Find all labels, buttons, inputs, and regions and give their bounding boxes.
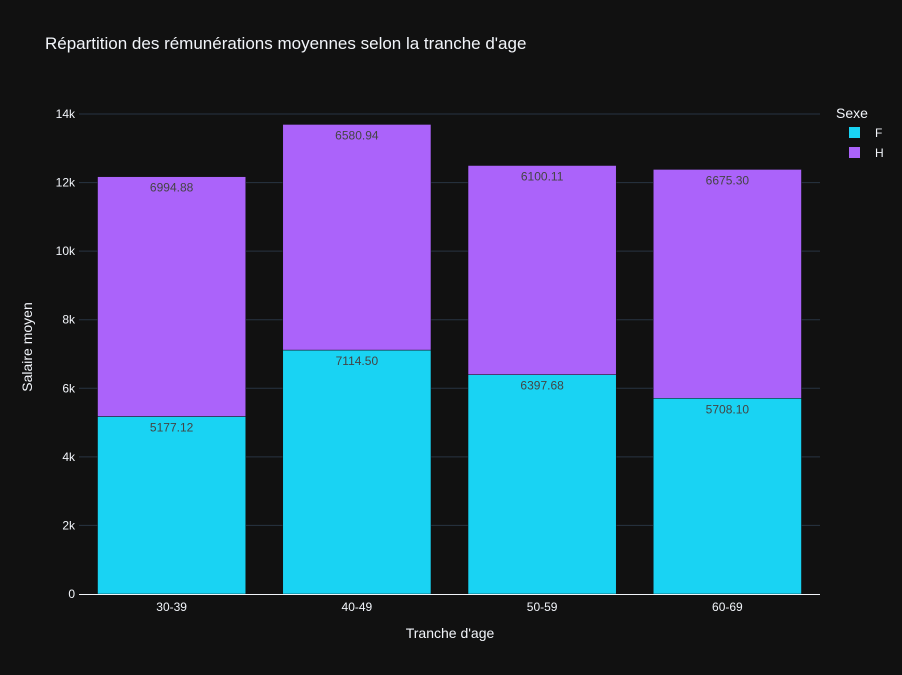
legend-item-h: H — [875, 146, 884, 160]
x-tick-label: 50-59 — [527, 600, 558, 614]
bar-h — [653, 169, 802, 399]
y-tick-label: 10k — [56, 244, 76, 258]
legend-item-f: F — [875, 126, 882, 140]
y-axis-title: Salaire moyen — [19, 302, 35, 392]
data-label: 6100.11 — [521, 170, 564, 184]
y-tick-label: 8k — [62, 313, 76, 327]
legend-swatch-f — [849, 127, 860, 138]
legend-swatch-h — [849, 147, 860, 158]
x-tick-label: 30-39 — [156, 600, 187, 614]
data-label: 5708.10 — [706, 402, 750, 416]
y-tick-label: 0 — [68, 587, 75, 601]
data-label: 5177.12 — [150, 420, 194, 434]
y-tick-label: 12k — [56, 176, 76, 190]
bar-h — [282, 124, 432, 351]
bar-f — [653, 398, 802, 595]
legend[interactable]: Sexe FH — [836, 105, 884, 160]
y-tick-label: 2k — [62, 518, 76, 532]
y-tick-label: 14k — [56, 107, 76, 121]
x-axis-title: Tranche d'age — [406, 625, 495, 641]
x-tick-label: 60-69 — [712, 600, 743, 614]
x-axis-ticks: 30-39 40-49 50-59 60-69 — [156, 600, 743, 614]
bar-h — [97, 176, 246, 417]
chart-title: Répartition des rémunérations moyennes s… — [45, 34, 526, 53]
data-labels-group: 5177.12 6994.88 7114.50 6580.94 6397.68 6100.… — [150, 128, 749, 434]
data-label: 6397.68 — [520, 379, 564, 393]
y-tick-label: 6k — [62, 381, 76, 395]
data-label: 6675.30 — [706, 173, 750, 187]
bar-f — [467, 374, 617, 595]
bar-f — [282, 349, 432, 595]
y-tick-label: 4k — [62, 450, 76, 464]
x-tick-label: 40-49 — [342, 600, 373, 614]
y-axis-ticks: 0 2k 4k 6k 8k 10k 12k 14k — [56, 107, 76, 601]
data-label: 7114.50 — [336, 354, 379, 368]
data-label: 6994.88 — [150, 181, 194, 195]
data-label: 6580.94 — [335, 128, 379, 142]
bar-f — [97, 416, 246, 595]
bar-h — [467, 165, 617, 375]
bars-group — [79, 124, 820, 595]
legend-title: Sexe — [836, 105, 868, 121]
